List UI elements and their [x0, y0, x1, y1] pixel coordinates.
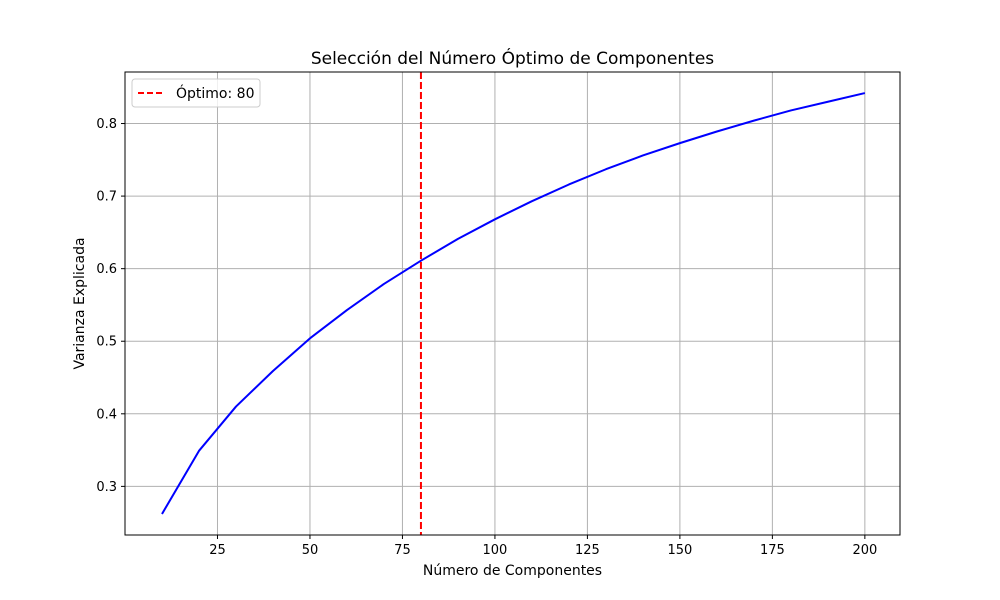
y-axis-label: Varianza Explicada: [72, 237, 88, 369]
x-tick-label: 150: [667, 543, 692, 558]
x-tick-label: 175: [760, 543, 785, 558]
series-layer: [161, 92, 866, 515]
legend: Óptimo: 80: [131, 78, 261, 108]
y-tick-label: 0.6: [96, 262, 117, 277]
chart-title: Selección del Número Óptimo de Component…: [311, 47, 714, 69]
legend-box: [131, 78, 261, 108]
x-axis-label: Número de Componentes: [423, 563, 602, 579]
ticks: 25 50 75 100 125 150 175 200 0.3 0.4 0.5 0.6 0.7 0.8: [96, 117, 877, 558]
x-tick-label: 125: [575, 543, 600, 558]
x-tick-label: 100: [483, 543, 508, 558]
x-tick-label: 50: [302, 543, 319, 558]
y-tick-label: 0.5: [96, 335, 117, 350]
x-tick-label: 200: [852, 543, 877, 558]
legend-label: Óptimo: 80: [176, 84, 254, 102]
series-line: [161, 92, 866, 515]
x-tick-label: 75: [394, 543, 411, 558]
y-tick-label: 0.8: [96, 117, 117, 132]
y-tick-label: 0.3: [96, 480, 117, 495]
y-tick-label: 0.4: [96, 407, 117, 422]
grid: [125, 72, 900, 535]
y-tick-label: 0.7: [96, 190, 117, 205]
x-tick-label: 25: [209, 543, 226, 558]
plot-frame: [124, 71, 901, 536]
